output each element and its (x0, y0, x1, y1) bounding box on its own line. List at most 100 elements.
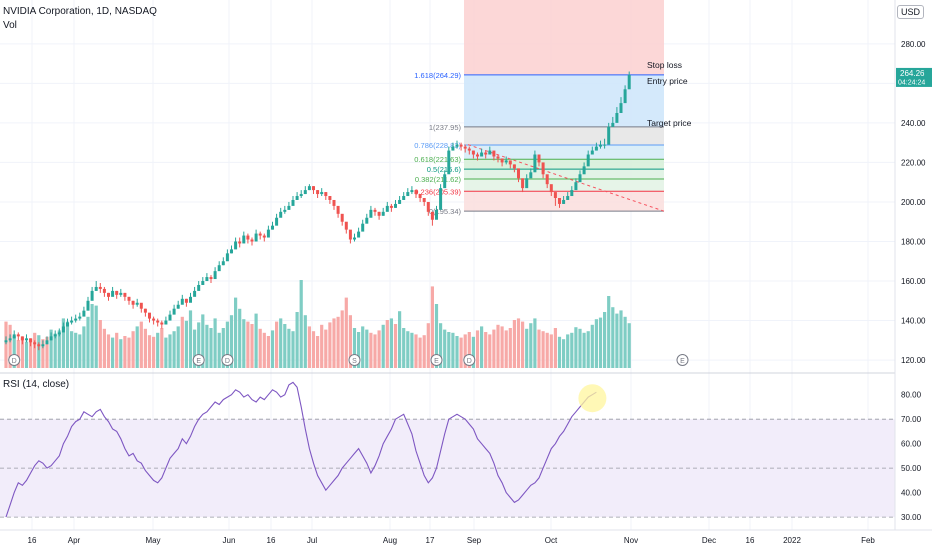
volume-bar (566, 334, 570, 368)
candle-body (176, 304, 180, 309)
volume-bar (119, 339, 123, 368)
candle-body (574, 182, 578, 191)
volume-bar (90, 304, 94, 368)
time-tick-label: Feb (861, 536, 875, 545)
candle-body (184, 298, 188, 303)
volume-bar (246, 321, 250, 368)
rsi-tick-label: 80.00 (901, 391, 922, 400)
volume-bar (406, 331, 410, 368)
volume-bar (496, 324, 500, 368)
volume-bar (418, 337, 422, 368)
candle-body (340, 213, 344, 222)
volume-bar (295, 312, 299, 368)
candle-body (4, 340, 8, 343)
candle-body (582, 166, 586, 175)
volume-bar (94, 305, 98, 368)
volume-bar (365, 329, 369, 368)
volume-bar (348, 315, 352, 368)
volume-bar (590, 324, 594, 368)
volume-bar (74, 332, 78, 368)
candle-body (66, 322, 69, 327)
candle-body (143, 308, 147, 313)
rsi-legend[interactable]: RSI (14, close) (3, 379, 70, 390)
volume-bar (398, 311, 402, 368)
fib-level-label: 0(195.34) (429, 207, 462, 216)
candle-body (266, 229, 270, 238)
candle-body (295, 196, 299, 200)
candle-body (500, 158, 504, 163)
candle-body (197, 284, 201, 291)
volume-bar (361, 326, 365, 368)
volume-bar (303, 315, 307, 368)
volume-bar (139, 321, 143, 368)
candle-body (529, 172, 533, 179)
candle-body (414, 190, 418, 195)
candle-body (238, 241, 242, 244)
target-price-label: Target price (647, 118, 692, 128)
candle-body (205, 277, 209, 282)
candle-body (37, 344, 41, 347)
volume-bar (480, 326, 484, 368)
candle-body (615, 113, 619, 123)
candle-body (607, 126, 611, 145)
candle-body (287, 205, 291, 210)
candle-body (258, 233, 262, 236)
volume-bar (283, 324, 287, 368)
volume-bar (164, 337, 168, 368)
candle-body (127, 296, 131, 301)
candle-body (533, 154, 537, 173)
volume-bar (262, 332, 266, 368)
volume-bar (188, 310, 193, 368)
volume-bar (172, 331, 176, 368)
volume-bar (607, 296, 611, 368)
volume-bar (197, 322, 201, 368)
candle-body (312, 186, 315, 191)
volume-bar (205, 324, 209, 368)
candle-body (20, 336, 24, 341)
currency-button[interactable]: USD (896, 5, 924, 19)
volume-bar (193, 329, 197, 368)
candle-body (443, 174, 447, 189)
time-tick-label: May (145, 536, 160, 545)
volume-bar (455, 336, 459, 368)
candle-body (90, 290, 94, 301)
volume-bar (111, 337, 115, 368)
candle-body (320, 192, 324, 195)
volume-bar (521, 321, 525, 368)
event-marker (192, 354, 205, 366)
candle-body (307, 186, 311, 191)
volume-bar (324, 329, 328, 368)
volume-bar (467, 332, 471, 368)
event-marker-letter: D (225, 358, 230, 365)
candle-body (262, 235, 266, 238)
fib-zone (464, 169, 664, 179)
candle-body (324, 192, 328, 197)
volume-bar (488, 334, 492, 368)
volume-bar (422, 335, 426, 368)
volume-bar (492, 329, 496, 368)
fib-level-label: 0.5(216.6) (427, 165, 462, 174)
volume-bar (307, 326, 311, 368)
symbol-title[interactable]: NVIDIA Corporation, 1D, NASDAQ (3, 6, 157, 17)
volume-bar (439, 323, 443, 368)
volume-bar (328, 322, 332, 368)
time-tick-label: Sep (467, 536, 482, 545)
candle-body (189, 296, 192, 303)
volume-bar (41, 339, 45, 368)
event-marker (676, 354, 689, 366)
candle-body (566, 196, 570, 200)
volume-bar (611, 307, 615, 368)
volume-bar (332, 318, 336, 368)
candle-body (234, 241, 238, 250)
candle-body (86, 300, 90, 311)
volume-legend[interactable]: Vol (3, 20, 17, 31)
volume-bar (299, 280, 303, 368)
volume-bar (135, 326, 139, 368)
volume-bar (578, 328, 582, 368)
price-tick-label: 240.00 (901, 119, 926, 128)
volume-bar (82, 326, 86, 368)
candle-body (213, 271, 217, 280)
volume-bar (53, 333, 57, 368)
candle-body (41, 344, 45, 347)
